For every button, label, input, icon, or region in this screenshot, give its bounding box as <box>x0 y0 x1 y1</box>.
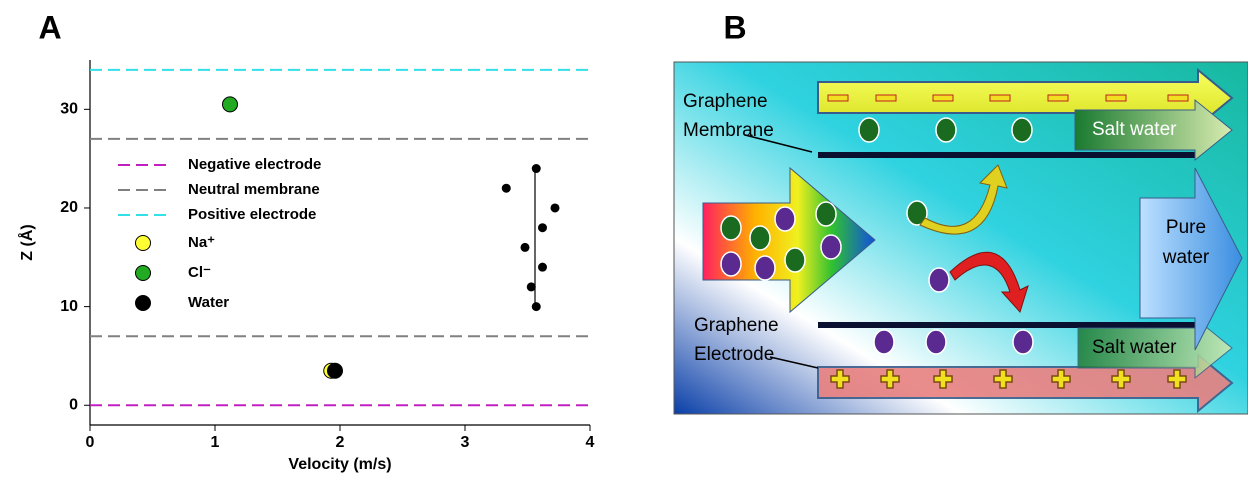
x-axis-title: Velocity (m/s) <box>288 456 391 473</box>
y-tick-label: 0 <box>69 396 78 413</box>
membrane <box>818 152 1198 158</box>
legend-marker <box>136 296 151 311</box>
x-tick-label: 1 <box>211 434 220 451</box>
legend-label: Neutral membrane <box>188 181 320 198</box>
point <box>532 165 540 173</box>
legend-label: Negative electrode <box>188 156 321 173</box>
point <box>551 204 559 212</box>
salt-water-label: Salt water <box>1092 337 1177 358</box>
legend-label: Na⁺ <box>188 234 215 251</box>
x-tick-label: 2 <box>336 434 345 451</box>
point <box>532 303 540 311</box>
y-axis-title: Z (Å) <box>17 224 36 260</box>
plot: 0 10 20 30 0 1 2 3 4 Velocity (m/s) Z (Å) Negative … <box>17 60 594 473</box>
point <box>527 283 535 291</box>
y-tick-label: 30 <box>60 101 78 118</box>
electrode-label: Graphene <box>694 315 779 336</box>
legend-marker <box>136 236 151 251</box>
y-tick-label: 10 <box>60 298 78 315</box>
x-tick-label: 0 <box>86 434 95 451</box>
x-tick-label: 4 <box>586 434 595 451</box>
salt-water-label: Salt water <box>1092 119 1177 140</box>
point <box>502 184 510 192</box>
diagram: Graphene Membrane Graphene Electrode Sal… <box>674 62 1248 414</box>
pure-water-label: Pure <box>1166 217 1206 238</box>
y-tick-label: 20 <box>60 199 78 216</box>
pure-water-label: water <box>1162 247 1210 268</box>
point <box>328 363 343 378</box>
electrode <box>818 322 1198 328</box>
point <box>539 224 547 232</box>
membrane-label: Graphene <box>683 91 768 112</box>
panel-label: B <box>723 9 746 45</box>
membrane-label: Membrane <box>683 120 774 141</box>
legend-marker <box>136 266 151 281</box>
figure: A 0 10 20 30 0 1 2 3 4 Velocity (m/s) Z (Å) Negativ… <box>0 0 1248 478</box>
x-tick-label: 3 <box>461 434 470 451</box>
legend-label: Positive electrode <box>188 206 316 223</box>
point <box>521 243 529 251</box>
point <box>539 263 547 271</box>
page: {"chart_data": {"type": "scatter", "labe… <box>0 0 1248 478</box>
legend-label: Cl⁻ <box>188 264 211 281</box>
point <box>223 97 238 112</box>
electrode-label: Electrode <box>694 344 774 365</box>
legend-label: Water <box>188 294 229 311</box>
panel-label: A <box>38 9 61 45</box>
